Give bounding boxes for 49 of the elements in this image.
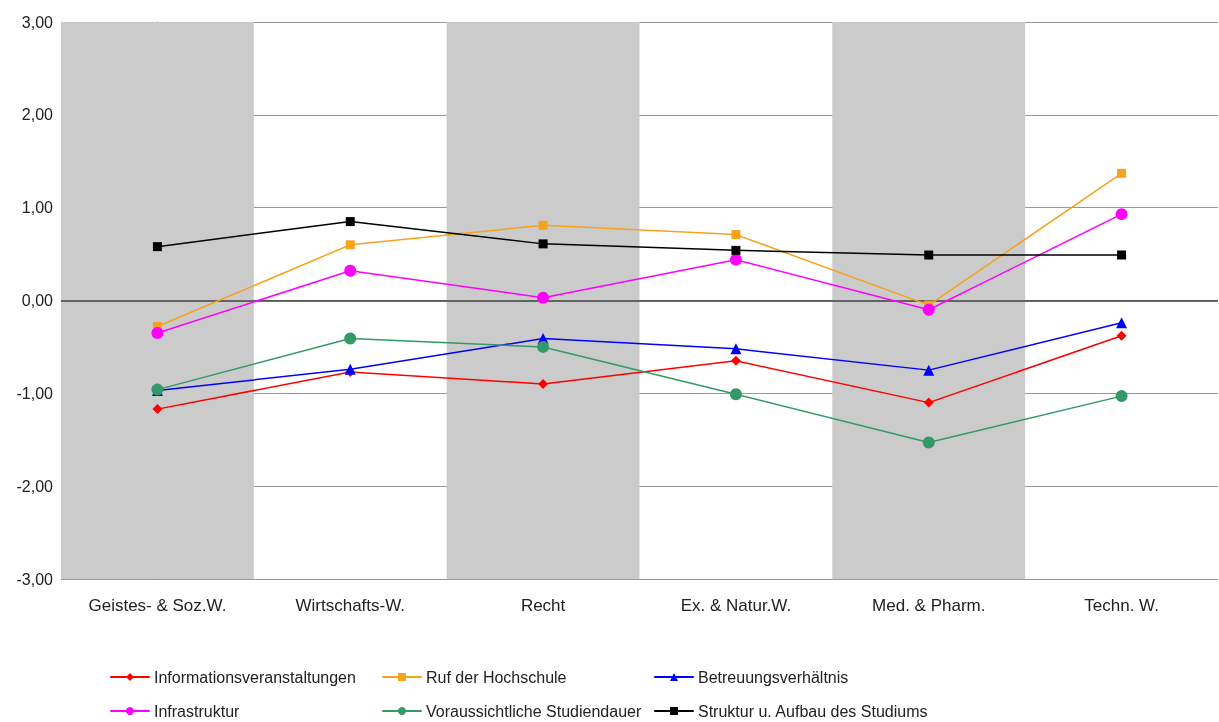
point	[151, 326, 164, 339]
point	[537, 291, 550, 304]
legend-label: Infrastruktur	[154, 702, 241, 720]
point	[1116, 317, 1128, 329]
point	[1117, 168, 1127, 178]
point	[538, 220, 548, 230]
point	[730, 343, 742, 355]
point	[345, 217, 355, 227]
point	[1117, 250, 1127, 260]
legend-label: Struktur u. Aufbau des Studiums	[698, 702, 928, 720]
y-tick-label: 0,00	[21, 292, 54, 309]
x-tick-label: Geistes- & Soz.W.	[88, 596, 227, 615]
point	[1115, 208, 1128, 221]
point	[537, 340, 550, 353]
point	[345, 240, 355, 250]
point	[344, 363, 356, 375]
y-tick-label: 3,00	[21, 13, 54, 31]
y-tick-label: -1,00	[16, 384, 54, 402]
point	[731, 230, 741, 240]
x-tick-label: Ex. & Natur.W.	[680, 596, 792, 615]
x-tick-label: Techn. W.	[1084, 596, 1159, 615]
point	[152, 404, 163, 415]
legend-label: Voraussichtliche Studiendauer	[426, 702, 642, 720]
legend-label: Informationsveranstaltungen	[154, 668, 356, 686]
point	[923, 364, 935, 376]
x-tick-label: Wirtschafts-W.	[295, 596, 406, 615]
point	[344, 332, 357, 345]
point	[923, 397, 934, 408]
y-tick-label: -2,00	[16, 477, 54, 495]
point	[924, 250, 934, 260]
legend-label: Betreuungsverhältnis	[698, 668, 849, 686]
point	[729, 253, 742, 266]
point	[152, 242, 162, 252]
point	[729, 388, 742, 401]
y-tick-label: 2,00	[21, 106, 54, 124]
point	[344, 264, 357, 277]
legend-label: Ruf der Hochschule	[426, 668, 567, 686]
point	[730, 355, 741, 366]
x-tick-label: Med. & Pharm.	[872, 596, 986, 615]
point	[1116, 330, 1127, 341]
y-tick-label: -3,00	[16, 570, 54, 588]
point	[922, 303, 935, 316]
point	[538, 239, 548, 249]
y-tick-label: 1,00	[21, 199, 54, 217]
x-tick-label: Recht	[520, 596, 566, 615]
point	[922, 436, 935, 449]
point	[538, 379, 549, 390]
point	[731, 245, 741, 255]
point	[1115, 390, 1128, 403]
